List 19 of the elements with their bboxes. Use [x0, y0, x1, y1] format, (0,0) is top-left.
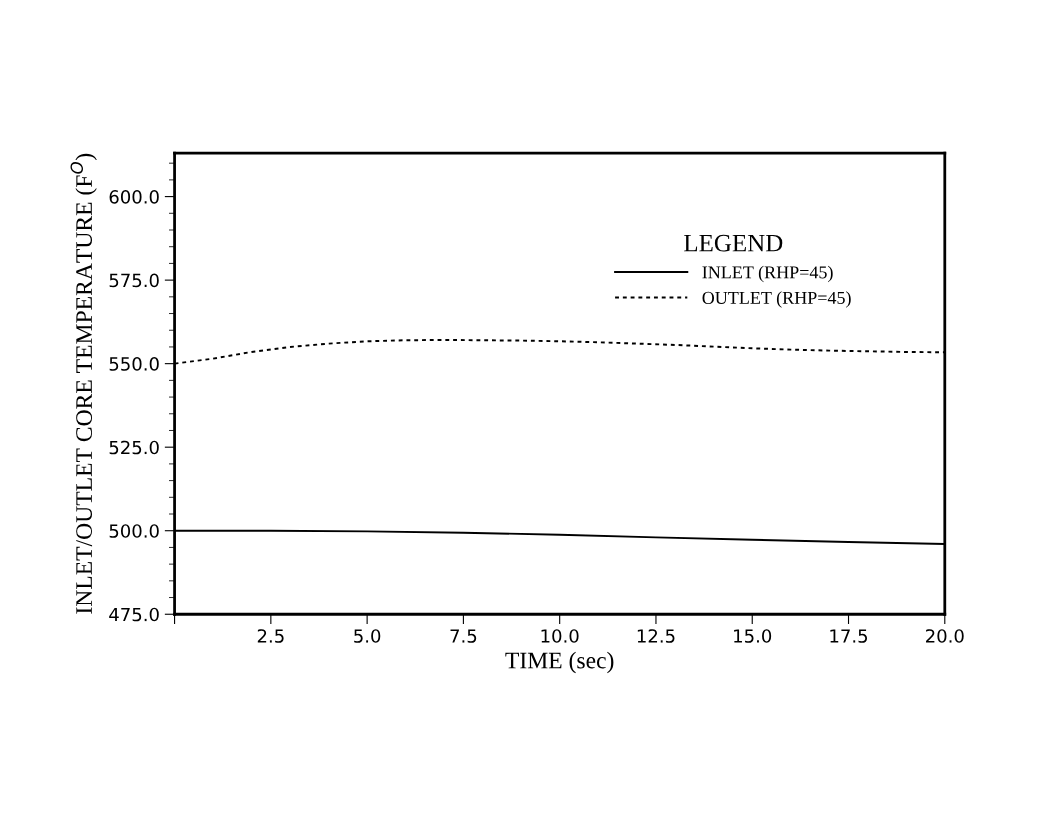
y-tick-label: 550.0: [109, 357, 159, 371]
x-tick-label: 15.0: [734, 629, 772, 643]
y-tick-label: 475.0: [109, 607, 159, 622]
x-tick-label: 20.0: [926, 629, 964, 643]
y-tick-label: 575.0: [109, 273, 159, 288]
legend-title: LEGEND: [684, 234, 783, 252]
x-tick-label: 17.5: [830, 629, 868, 643]
x-tick-label: 7.5: [450, 629, 477, 643]
y-tick-label: 600.0: [109, 190, 159, 204]
x-tick-label: 5.0: [354, 629, 381, 643]
y-axis-title: INLET/OUTLET CORE TEMPERATURE (F$^{O}$): [70, 153, 97, 614]
y-tick-label: 525.0: [109, 440, 159, 455]
legend-label: INLET (RHP=45): [702, 265, 833, 283]
x-tick-label: 2.5: [257, 629, 284, 643]
y-tick-label: 500.0: [109, 524, 159, 538]
x-tick-label: 10.0: [541, 629, 579, 643]
x-tick-label: 12.5: [637, 629, 675, 643]
x-axis-title: TIME (sec): [505, 651, 614, 674]
legend-label: OUTLET (RHP=45): [702, 291, 851, 308]
